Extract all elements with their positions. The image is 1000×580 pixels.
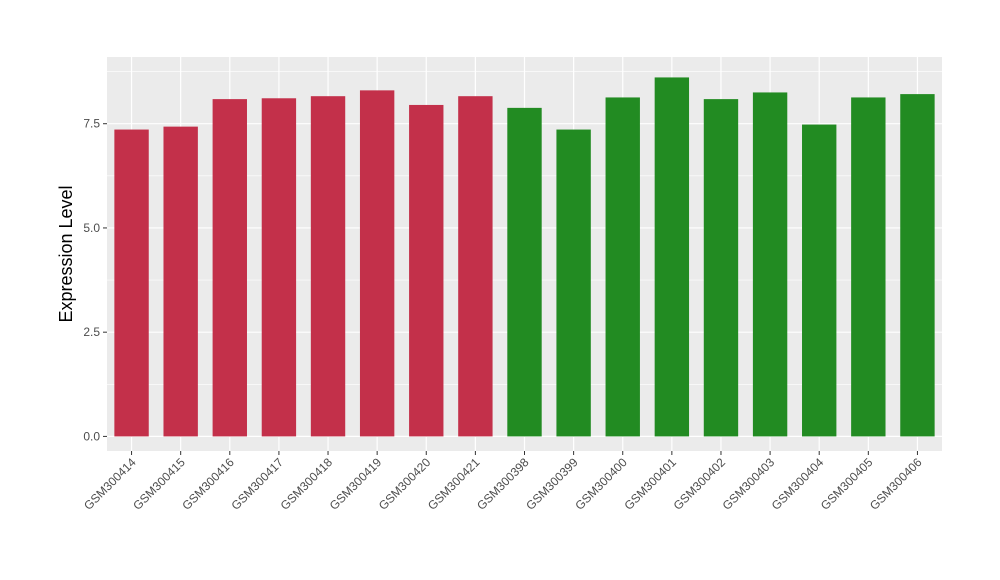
bar-GSM300421 <box>458 96 493 437</box>
y-axis: 0.0 2.5 5.0 7.5 <box>83 117 107 443</box>
bar-GSM300415 <box>163 126 198 437</box>
x-tick-label: GSM300406 <box>867 455 925 513</box>
bar-GSM300398 <box>507 107 542 437</box>
bar-GSM300402 <box>703 99 739 437</box>
bar-GSM300404 <box>802 124 837 437</box>
bar-GSM300403 <box>752 92 788 437</box>
bar-GSM300419 <box>359 90 395 437</box>
bar-GSM300399 <box>556 129 591 437</box>
y-tick-label: 7.5 <box>83 117 100 131</box>
y-tick-label: 2.5 <box>83 325 100 339</box>
y-axis-label: Expression Level <box>56 185 76 322</box>
bar-GSM300400 <box>605 97 640 437</box>
bar-GSM300414 <box>114 129 149 437</box>
bar-GSM300420 <box>409 104 444 437</box>
bar-GSM300405 <box>851 97 886 437</box>
bar-GSM300417 <box>261 98 297 437</box>
bar-GSM300416 <box>212 99 247 437</box>
bar-GSM300418 <box>310 96 346 437</box>
bars <box>114 77 935 437</box>
bar-GSM300406 <box>900 94 935 437</box>
y-tick-label: 0.0 <box>83 429 100 443</box>
x-axis: GSM300414GSM300415GSM300416GSM300417GSM3… <box>81 451 925 513</box>
bar-GSM300401 <box>654 77 690 437</box>
y-tick-label: 5.0 <box>83 221 100 235</box>
